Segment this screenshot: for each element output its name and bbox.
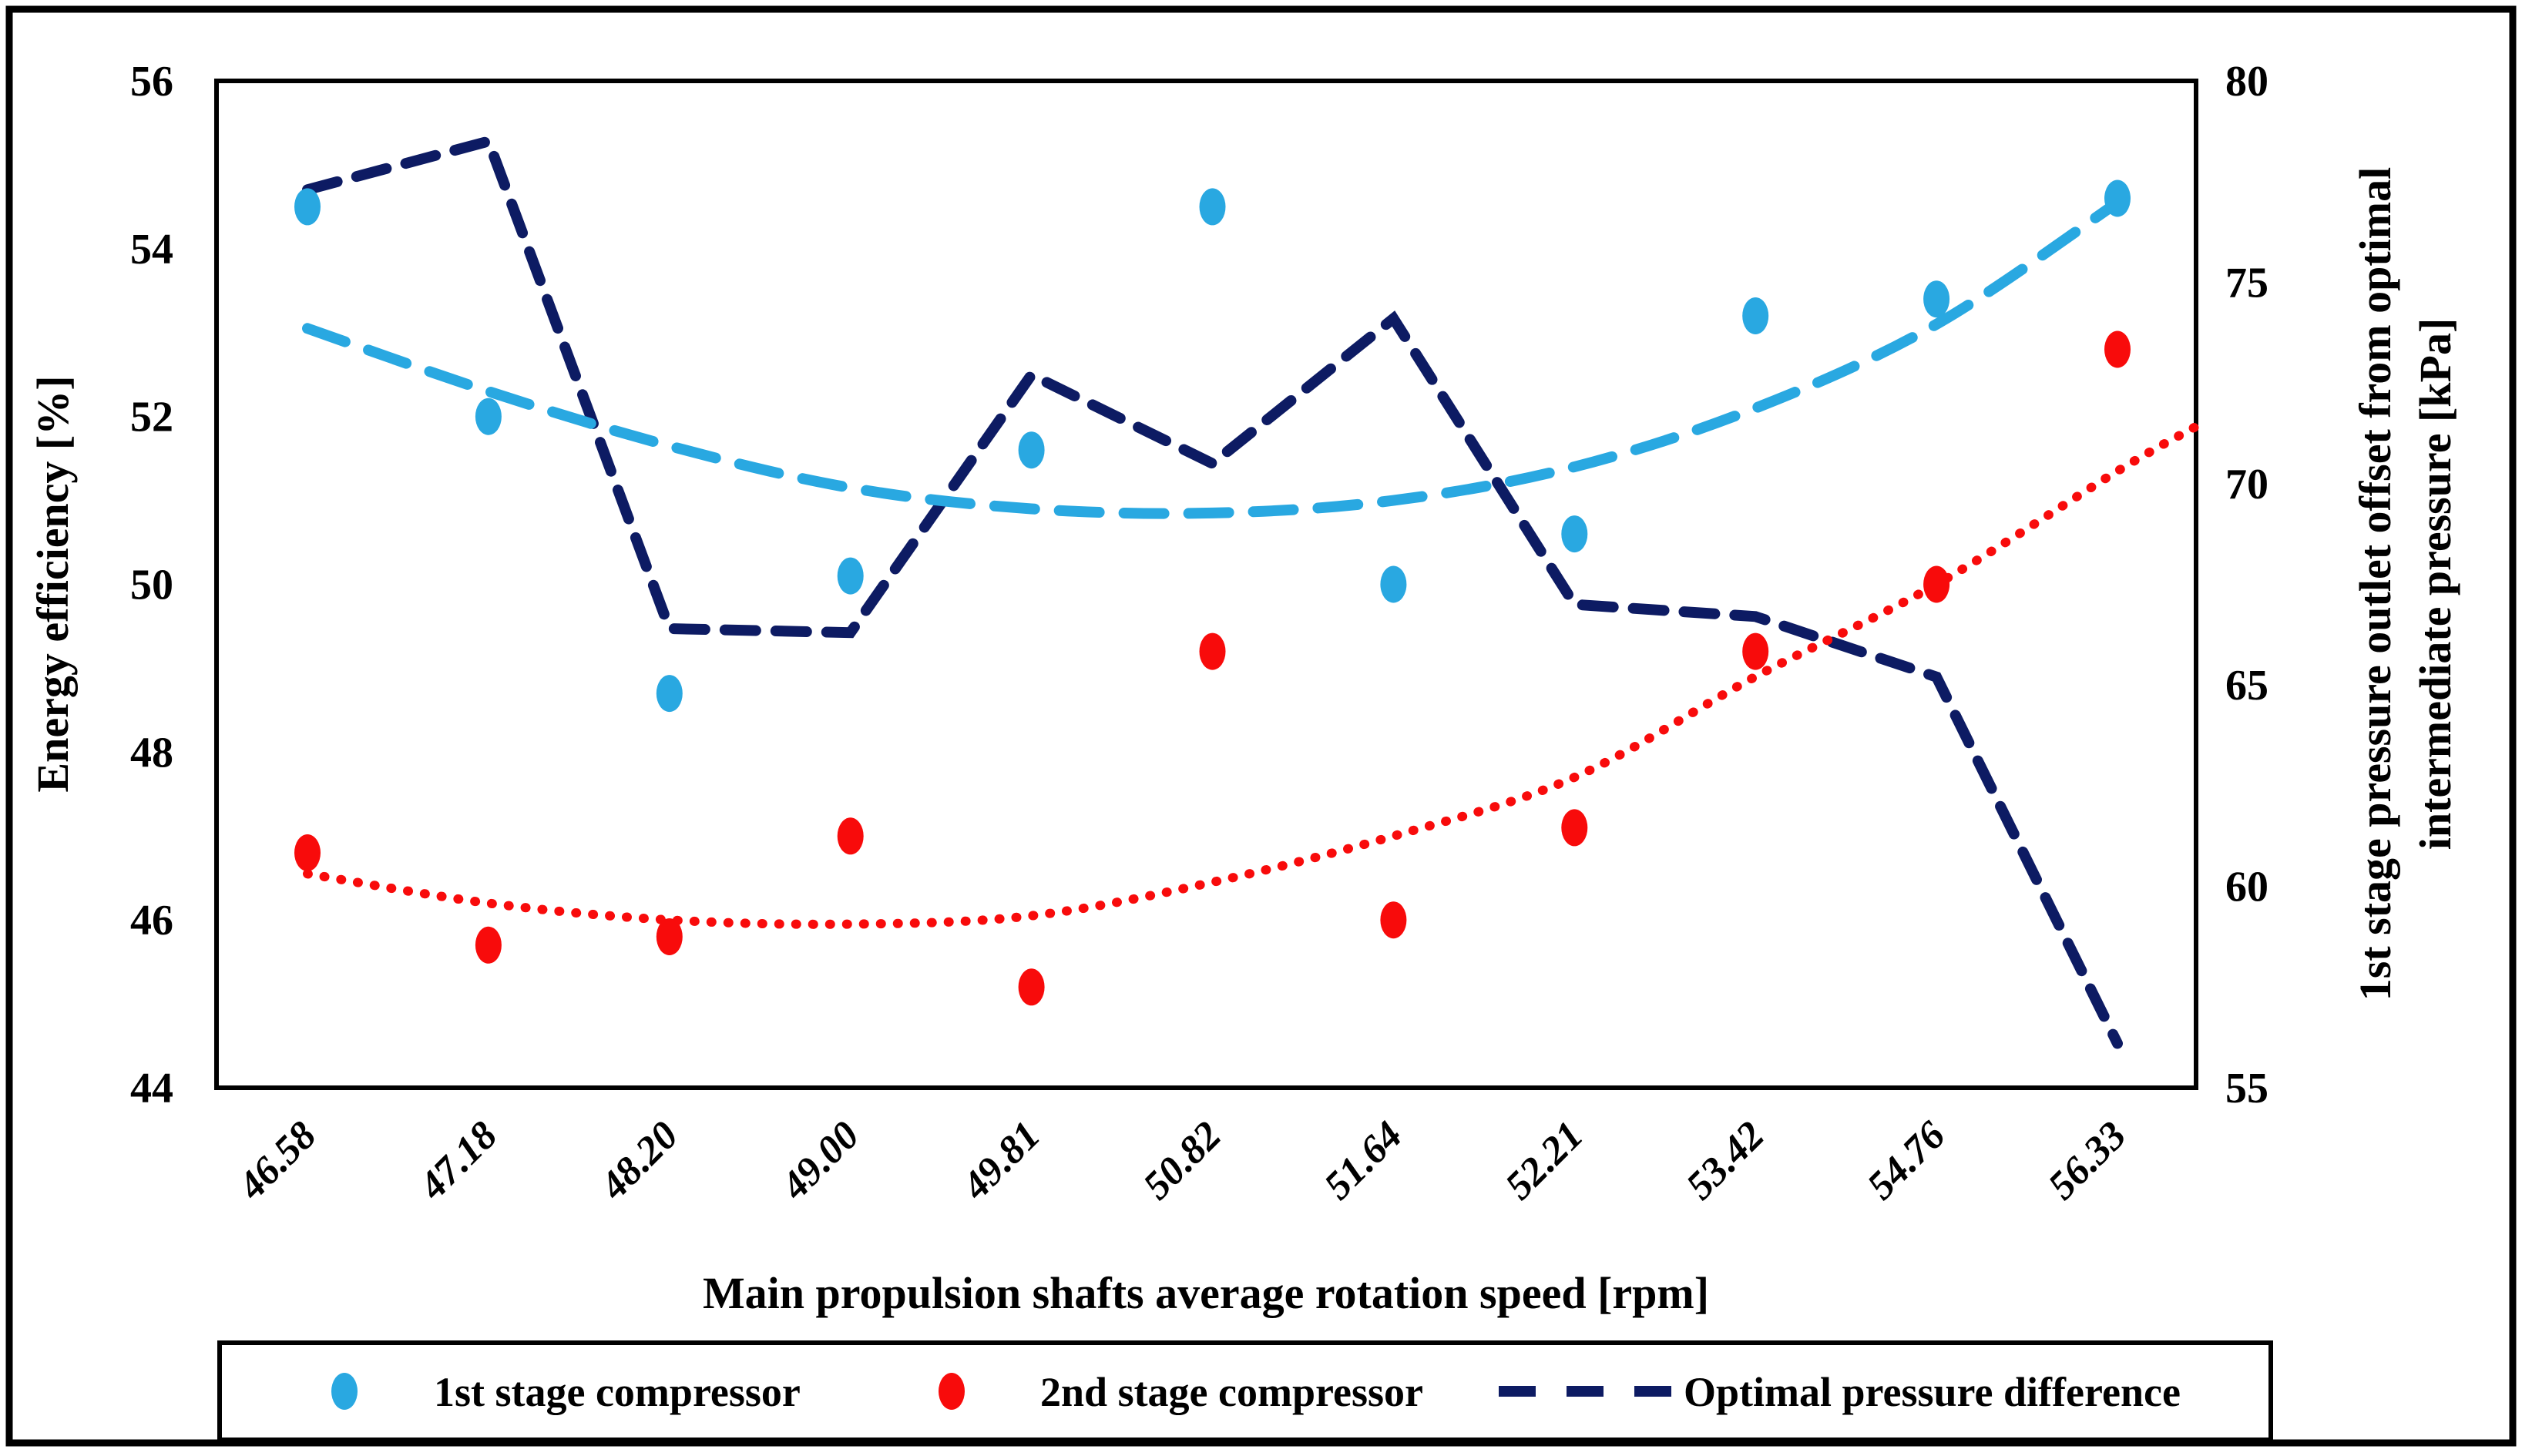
data-point-1st-stage bbox=[1923, 280, 1950, 318]
right-axis-title-line1: 1st stage pressure outlet offset from op… bbox=[2350, 167, 2400, 1001]
x-tick-label: 51.64 bbox=[1316, 1113, 1411, 1208]
left-axis-title: Energy efficiency [%] bbox=[28, 375, 78, 792]
legend-marker-2nd-stage-icon bbox=[939, 1373, 965, 1410]
left-tick-label: 56 bbox=[130, 58, 173, 106]
figure-border bbox=[5, 5, 2517, 1447]
data-point-2nd-stage bbox=[1561, 809, 1588, 847]
legend-label-1st-stage: 1st stage compressor bbox=[434, 1369, 801, 1415]
trendline-1st-stage bbox=[302, 196, 2123, 519]
x-tick-label: 47.18 bbox=[411, 1113, 506, 1209]
data-point-2nd-stage bbox=[837, 817, 864, 855]
right-tick-label: 80 bbox=[2225, 58, 2268, 106]
data-point-2nd-stage bbox=[1923, 565, 1950, 603]
x-tick-label: 54.76 bbox=[1859, 1113, 1954, 1208]
legend-label-optimal-pressure: Optimal pressure difference bbox=[1684, 1369, 2181, 1415]
data-point-1st-stage bbox=[1199, 188, 1226, 226]
right-axis-tick-labels: 80 75 70 65 60 55 bbox=[2225, 58, 2268, 1112]
left-tick-label: 46 bbox=[130, 897, 173, 944]
x-tick-label: 56.33 bbox=[2040, 1113, 2134, 1208]
x-tick-label: 49.00 bbox=[772, 1113, 868, 1209]
right-tick-label: 70 bbox=[2225, 461, 2268, 508]
right-tick-label: 55 bbox=[2225, 1065, 2268, 1112]
x-tick-label: 53.42 bbox=[1678, 1113, 1773, 1208]
data-point-1st-stage bbox=[1561, 515, 1588, 553]
legend-marker-1st-stage-icon bbox=[331, 1373, 358, 1410]
data-point-1st-stage bbox=[837, 557, 864, 595]
optimal-pressure-difference-polyline bbox=[302, 134, 2123, 1049]
x-tick-label: 52.21 bbox=[1497, 1113, 1592, 1208]
x-tick-label: 49.81 bbox=[953, 1113, 1049, 1209]
left-tick-label: 48 bbox=[130, 729, 173, 777]
data-points bbox=[294, 179, 2131, 1006]
left-tick-label: 50 bbox=[130, 562, 173, 609]
data-point-1st-stage bbox=[656, 675, 683, 713]
optimal-pressure-difference-line bbox=[302, 134, 2123, 1049]
x-axis-tick-labels: 46.58 47.18 48.20 49.00 49.81 50.82 51.64 52.21… bbox=[230, 1113, 2135, 1209]
data-point-2nd-stage bbox=[294, 834, 321, 871]
x-axis-title: Main propulsion shafts average rotation … bbox=[703, 1268, 1709, 1318]
legend-box bbox=[217, 1340, 2273, 1442]
left-axis-tick-labels: 56 54 52 50 48 46 44 bbox=[130, 58, 173, 1112]
data-point-2nd-stage bbox=[1199, 632, 1226, 670]
data-point-2nd-stage bbox=[656, 918, 683, 955]
data-point-2nd-stage bbox=[475, 926, 502, 964]
data-point-1st-stage bbox=[475, 398, 502, 435]
right-axis-title-line2: intermediate pressure [kPa] bbox=[2410, 318, 2460, 850]
left-tick-label: 44 bbox=[130, 1065, 173, 1112]
data-point-1st-stage bbox=[1018, 431, 1045, 469]
plot-frame bbox=[214, 79, 2198, 1090]
data-point-2nd-stage bbox=[1380, 901, 1407, 939]
data-point-1st-stage bbox=[1742, 297, 1769, 334]
right-tick-label: 60 bbox=[2225, 864, 2268, 911]
left-tick-label: 52 bbox=[130, 394, 173, 441]
data-point-1st-stage bbox=[294, 188, 321, 226]
x-tick-label: 50.82 bbox=[1135, 1113, 1230, 1208]
left-tick-label: 54 bbox=[130, 226, 173, 273]
right-tick-label: 65 bbox=[2225, 662, 2268, 710]
x-tick-label: 48.20 bbox=[592, 1113, 687, 1209]
legend-label-2nd-stage: 2nd stage compressor bbox=[1040, 1369, 1423, 1415]
data-point-1st-stage bbox=[2104, 179, 2131, 217]
x-tick-label: 46.58 bbox=[230, 1113, 325, 1209]
data-point-1st-stage bbox=[1380, 565, 1407, 603]
data-point-2nd-stage bbox=[1018, 968, 1045, 1006]
data-point-2nd-stage bbox=[2104, 330, 2131, 368]
legend: 1st stage compressor 2nd stage compresso… bbox=[217, 1340, 2273, 1442]
right-tick-label: 75 bbox=[2225, 259, 2268, 307]
data-point-2nd-stage bbox=[1742, 632, 1769, 670]
